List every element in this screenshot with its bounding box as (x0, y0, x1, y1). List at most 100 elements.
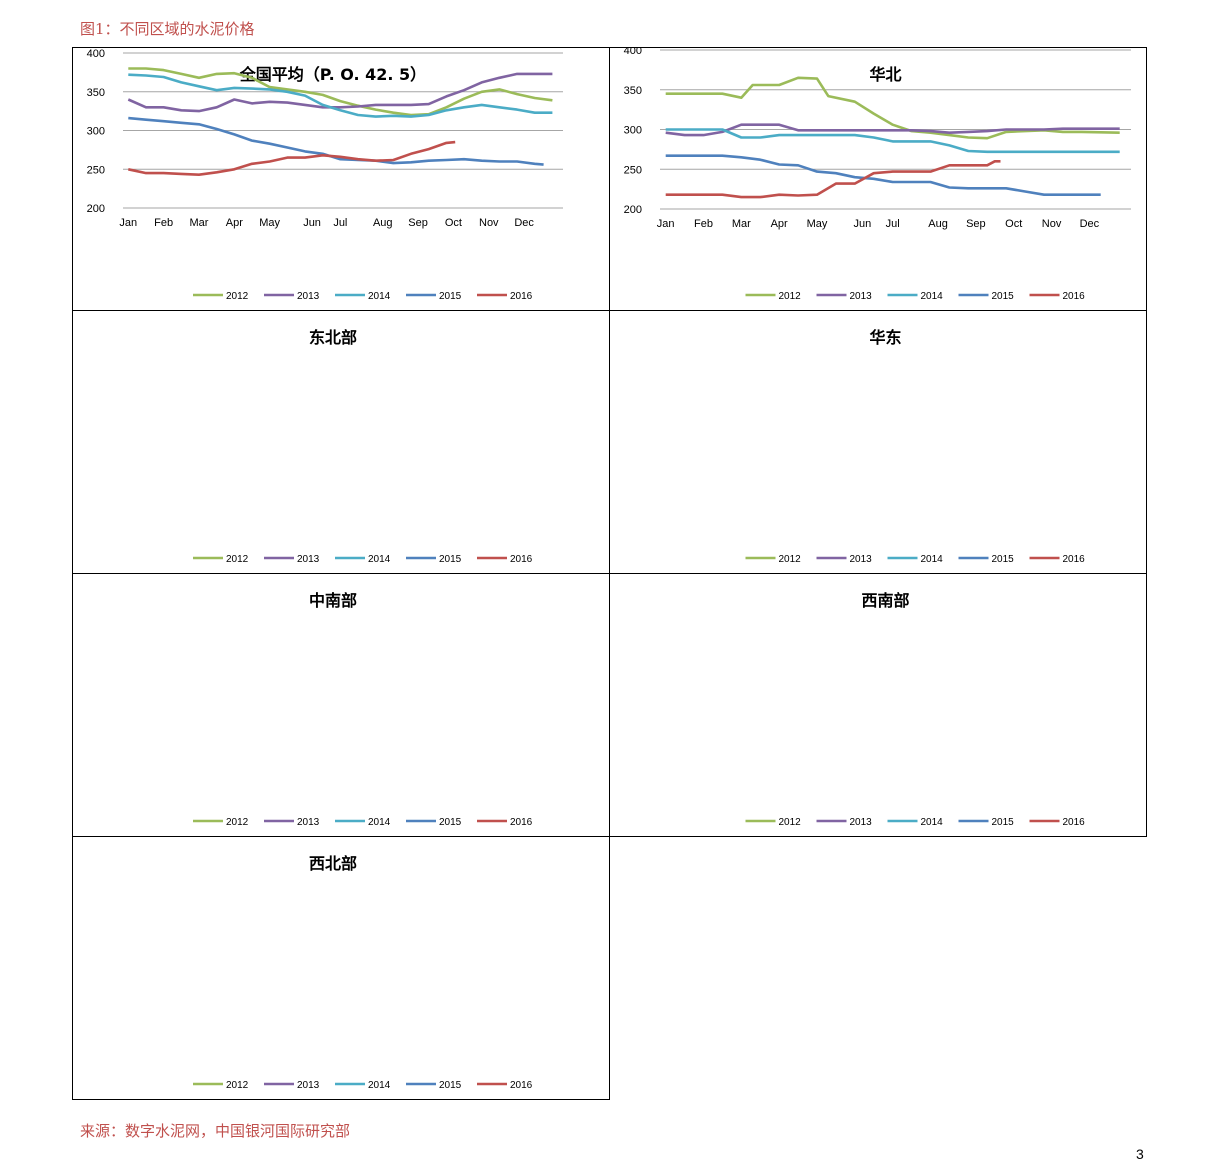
series-line-2015 (665, 154, 1101, 196)
x-tick-label: Oct (1005, 218, 1022, 230)
y-tick-label: 200 (624, 204, 642, 216)
x-tick-label: Dec (1080, 218, 1100, 230)
series-line-2016 (665, 160, 1001, 199)
legend-label-2014: 2014 (368, 554, 391, 565)
legend-label-2016: 2016 (1063, 817, 1086, 828)
chart-svg-northwest: 西北部200220240260280300320340360JanFebMarA… (193, 854, 533, 1091)
legend-label-2013: 2013 (297, 1080, 320, 1091)
y-tick-label: 350 (87, 87, 105, 99)
chart-svg-northeast: 东北部250300350400450500JanFebMarAprMayJunJ… (193, 328, 533, 565)
legend-label-2016: 2016 (510, 291, 533, 302)
chart-svg-southwest: 西南部200240280320360400JanFebMarAprMayJunJ… (745, 591, 1086, 828)
chart-title: 西北部 (309, 854, 357, 873)
series-line-2013 (127, 72, 553, 113)
legend-label-2013: 2013 (850, 554, 873, 565)
chart-title: 华东 (869, 328, 901, 347)
legend-label-2014: 2014 (368, 1080, 391, 1091)
chart-panel-east-china: 华东200250300350400450JanFebMarAprMayJunJu… (609, 310, 1147, 574)
legend-label-2016: 2016 (510, 1080, 533, 1091)
legend-label-2015: 2015 (439, 817, 462, 828)
x-tick-label: Mar (732, 218, 751, 230)
chart-title: 西南部 (861, 591, 909, 610)
x-tick-label: Jun (854, 218, 872, 230)
y-tick-label: 350 (624, 85, 642, 97)
legend-label-2014: 2014 (921, 554, 944, 565)
series-line-2016 (128, 140, 456, 176)
series-line-2012 (665, 76, 1120, 140)
page-number: 3 (1136, 1146, 1144, 1162)
legend-label-2016: 2016 (1063, 291, 1086, 302)
y-tick-label: 300 (87, 126, 105, 138)
legend-label-2014: 2014 (921, 817, 944, 828)
x-tick-label: Feb (154, 217, 173, 229)
series-line-2013 (665, 123, 1120, 137)
legend-label-2013: 2013 (297, 817, 320, 828)
x-tick-label: Nov (1042, 218, 1062, 230)
chart-svg-east-china: 华东200250300350400450JanFebMarAprMayJunJu… (745, 328, 1086, 565)
x-tick-label: Dec (514, 217, 534, 229)
legend-label-2015: 2015 (992, 291, 1015, 302)
legend-label-2013: 2013 (297, 554, 320, 565)
x-tick-label: Nov (479, 217, 499, 229)
legend-label-2012: 2012 (779, 817, 802, 828)
legend-label-2015: 2015 (992, 817, 1015, 828)
legend-label-2016: 2016 (510, 554, 533, 565)
legend-label-2014: 2014 (921, 291, 944, 302)
legend-label-2012: 2012 (226, 817, 249, 828)
legend-label-2012: 2012 (779, 554, 802, 565)
legend-label-2015: 2015 (439, 1080, 462, 1091)
x-tick-label: Jun (303, 217, 321, 229)
y-tick-label: 300 (624, 125, 642, 137)
chart-panel-national-average: 全国平均（P. O. 42. 5） 200 250 300 350 400 Jan Feb Ma… (72, 47, 610, 311)
x-tick-label: Sep (966, 218, 986, 230)
legend-label-2014: 2014 (368, 817, 391, 828)
legend-label-2012: 2012 (226, 1080, 249, 1091)
chart-title: 全国平均（P. O. 42. 5） (239, 65, 426, 84)
x-tick-label: May (807, 218, 828, 230)
x-tick-label: Jan (119, 217, 137, 229)
legend-label-2012: 2012 (779, 291, 802, 302)
legend-label-2016: 2016 (1063, 554, 1086, 565)
y-tick-label: 400 (624, 48, 642, 57)
x-tick-label: Apr (226, 217, 243, 229)
figure-source: 来源：数字水泥网，中国银河国际研究部 (80, 1122, 351, 1140)
x-tick-label: Jan (657, 218, 675, 230)
x-tick-label: Jul (333, 217, 347, 229)
figure-title: 图1：不同区域的水泥价格 (80, 20, 255, 38)
x-tick-label: Feb (694, 218, 713, 230)
x-tick-label: Aug (373, 217, 393, 229)
legend-label-2013: 2013 (297, 291, 320, 302)
chart-panel-northeast: 东北部250300350400450500JanFebMarAprMayJunJ… (72, 310, 610, 574)
legend-label-2015: 2015 (439, 554, 462, 565)
chart-panel-central-south: 中南部200240280320360400440JanFebMarAprMayJ… (72, 573, 610, 837)
chart-title: 华北 (869, 65, 901, 84)
y-tick-label: 250 (87, 164, 105, 176)
chart-panel-north-china: 华北 200 250 300 350 400 Jan Feb Mar Apr May Jun Jul Au… (609, 47, 1147, 311)
chart-svg-central-south: 中南部200240280320360400440JanFebMarAprMayJ… (193, 591, 533, 828)
legend-label-2012: 2012 (226, 554, 249, 565)
legend-label-2012: 2012 (226, 291, 249, 302)
y-tick-label: 400 (87, 48, 105, 60)
chart-title: 东北部 (309, 328, 357, 347)
legend-label-2016: 2016 (510, 817, 533, 828)
x-tick-label: Jul (886, 218, 900, 230)
y-tick-label: 250 (624, 164, 642, 176)
chart-title: 中南部 (309, 591, 357, 610)
chart-svg-north-china: 华北 200 250 300 350 400 Jan Feb Mar Apr May Jun Jul Au… (624, 48, 1131, 302)
series-line-2014 (128, 73, 553, 118)
legend-label-2014: 2014 (368, 291, 391, 302)
chart-svg-national-average: 全国平均（P. O. 42. 5） 200 250 300 350 400 Jan Feb Ma… (87, 48, 563, 302)
chart-panel-southwest: 西南部200240280320360400JanFebMarAprMayJunJ… (609, 573, 1147, 837)
series-line-2014 (665, 128, 1120, 154)
legend-label-2013: 2013 (850, 291, 873, 302)
legend-label-2015: 2015 (992, 554, 1015, 565)
x-tick-label: Aug (928, 218, 948, 230)
x-tick-label: Apr (771, 218, 788, 230)
x-tick-label: Mar (190, 217, 209, 229)
x-tick-label: Oct (445, 217, 462, 229)
series-line-2012 (128, 67, 553, 117)
series-line-2015 (128, 116, 544, 166)
legend-label-2015: 2015 (439, 291, 462, 302)
y-tick-label: 200 (87, 203, 105, 215)
x-tick-label: May (259, 217, 280, 229)
